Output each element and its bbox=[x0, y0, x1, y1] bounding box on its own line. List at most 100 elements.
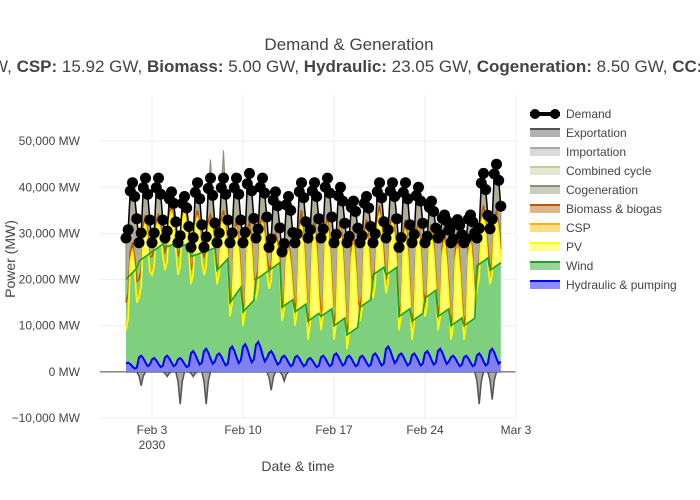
demand-point bbox=[480, 184, 492, 196]
demand-point bbox=[146, 237, 158, 249]
y-tick-label: 20,000 MW bbox=[19, 273, 81, 287]
demand-point bbox=[246, 185, 258, 197]
subtitle-part: 15.92 GW, bbox=[57, 57, 147, 76]
demand-point bbox=[174, 230, 186, 242]
demand-point bbox=[291, 228, 303, 240]
demand-point bbox=[181, 202, 193, 214]
demand-point bbox=[252, 223, 264, 235]
demand-point bbox=[374, 177, 385, 189]
demand-point bbox=[460, 233, 472, 244]
demand-point bbox=[300, 216, 312, 228]
demand-point bbox=[161, 225, 173, 237]
demand-point bbox=[170, 216, 182, 228]
demand-point bbox=[248, 212, 260, 224]
demand-point bbox=[144, 214, 156, 226]
subtitle-part: CSP: bbox=[17, 57, 58, 76]
legend-label[interactable]: Wind bbox=[566, 259, 593, 273]
demand-point bbox=[417, 217, 429, 229]
legend-label[interactable]: Demand bbox=[566, 107, 611, 121]
legend-swatch bbox=[530, 129, 560, 137]
demand-point bbox=[376, 192, 388, 204]
demand-point bbox=[235, 214, 247, 226]
demand-point bbox=[304, 224, 316, 236]
demand-point bbox=[237, 237, 249, 249]
demand-point bbox=[278, 238, 290, 250]
demand-point bbox=[495, 200, 507, 212]
subtitle-part: 23.05 GW, bbox=[387, 57, 477, 76]
demand-point bbox=[205, 172, 216, 184]
demand-point bbox=[196, 219, 208, 231]
demand-point bbox=[226, 227, 238, 239]
demand-point bbox=[207, 189, 219, 201]
demand-point bbox=[313, 213, 325, 225]
legend-label[interactable]: Biomass & biogas bbox=[566, 202, 662, 216]
demand-point bbox=[140, 172, 151, 184]
demand-point bbox=[192, 177, 203, 189]
demand-point bbox=[426, 195, 437, 207]
subtitle-part: Hydraulic: bbox=[304, 57, 387, 76]
demand-point bbox=[330, 228, 342, 240]
legend-label[interactable]: Exportation bbox=[566, 126, 627, 140]
legend-label[interactable]: PV bbox=[566, 240, 582, 254]
demand-point bbox=[473, 222, 485, 234]
demand-point bbox=[209, 217, 221, 229]
legend-label[interactable]: Combined cycle bbox=[566, 164, 652, 178]
demand-point bbox=[400, 177, 411, 189]
demand-point bbox=[361, 191, 372, 202]
demand-point bbox=[484, 223, 496, 235]
x-tick-label: Feb 24 bbox=[406, 423, 444, 437]
demand-point bbox=[157, 214, 169, 226]
demand-point bbox=[211, 237, 223, 249]
demand-point bbox=[443, 224, 455, 236]
demand-point bbox=[315, 232, 327, 244]
x-axis-title: Date & time bbox=[261, 458, 334, 474]
demand-point bbox=[261, 211, 273, 223]
demand-point bbox=[283, 191, 294, 202]
x-tick-label: Feb 3 bbox=[137, 423, 168, 437]
demand-point bbox=[324, 187, 336, 199]
legend-swatch bbox=[530, 205, 560, 213]
demand-point bbox=[428, 206, 440, 217]
demand-point bbox=[120, 232, 132, 244]
demand-point bbox=[296, 177, 307, 189]
legend-label[interactable]: Hydraulic & pumping bbox=[566, 278, 677, 292]
hydraulic-line bbox=[125, 339, 502, 370]
demand-point bbox=[343, 230, 355, 242]
subtitle-part: Biomass: bbox=[147, 57, 224, 76]
demand-point bbox=[391, 213, 403, 225]
demand-point bbox=[131, 213, 143, 225]
legend-marker bbox=[550, 109, 560, 119]
demand-point bbox=[302, 232, 314, 244]
legend-label[interactable]: Importation bbox=[566, 145, 626, 159]
demand-point bbox=[259, 187, 271, 199]
legend-swatch bbox=[530, 281, 560, 289]
demand-point bbox=[198, 241, 210, 253]
demand-point bbox=[337, 195, 349, 207]
demand-point bbox=[356, 230, 368, 242]
demand-point bbox=[408, 228, 420, 240]
y-tick-label: 50,000 MW bbox=[19, 134, 81, 148]
demand-point bbox=[402, 193, 414, 205]
legend-label[interactable]: Cogeneration bbox=[566, 183, 638, 197]
demand-point bbox=[224, 237, 236, 249]
demand-point bbox=[363, 202, 375, 214]
demand-point bbox=[328, 237, 340, 249]
demand-point bbox=[218, 172, 229, 184]
subtitle-part: 8.50 GW, bbox=[592, 57, 672, 76]
demand-point bbox=[129, 191, 141, 202]
demand-point bbox=[213, 227, 225, 239]
demand-point bbox=[250, 232, 262, 244]
pv-area bbox=[126, 212, 501, 349]
legend-swatch bbox=[530, 224, 560, 232]
demand-point bbox=[231, 172, 242, 184]
demand-point bbox=[233, 188, 245, 200]
y-tick-label: 0 MW bbox=[49, 365, 81, 379]
demand-point bbox=[322, 172, 333, 184]
demand-point bbox=[421, 230, 433, 242]
demand-point bbox=[447, 233, 459, 245]
legend-label[interactable]: CSP bbox=[566, 221, 591, 235]
demand-point bbox=[166, 186, 177, 198]
subtitle-part: W, bbox=[0, 57, 17, 76]
demand-point bbox=[441, 215, 453, 227]
